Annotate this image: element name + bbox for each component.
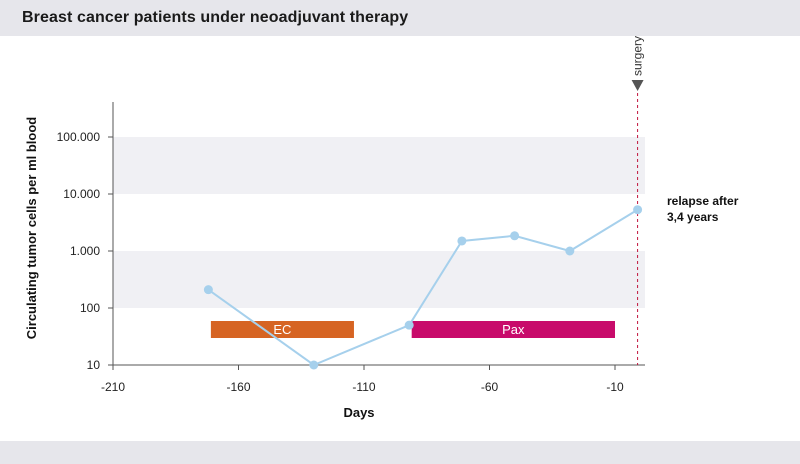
data-point <box>565 246 575 256</box>
surgery-marker-icon <box>631 80 644 91</box>
data-point <box>510 231 520 241</box>
y-tick-label: 10.000 <box>63 187 100 201</box>
data-point <box>309 360 319 370</box>
data-point <box>404 320 414 330</box>
relapse-annotation-line: relapse after <box>667 194 739 208</box>
surgery-label: surgery <box>631 36 645 76</box>
phase-label-pax: Pax <box>502 322 525 337</box>
plot-band <box>113 137 645 194</box>
relapse-annotation-line: 3,4 years <box>667 210 719 224</box>
x-tick-label: -110 <box>352 380 375 394</box>
chart-title: Breast cancer patients under neoadjuvant… <box>22 9 409 26</box>
phase-bar-pax <box>411 321 615 338</box>
plot-band <box>113 251 645 308</box>
x-tick-label: -10 <box>606 380 624 394</box>
x-tick-label: -160 <box>226 380 250 394</box>
x-tick-label: -60 <box>481 380 499 394</box>
x-tick-label: -210 <box>101 380 125 394</box>
phase-bar-ec <box>210 321 354 338</box>
y-tick-label: 10 <box>87 358 101 372</box>
chart-panel <box>0 36 800 441</box>
y-tick-label: 100 <box>80 301 100 315</box>
y-tick-label: 100.000 <box>57 130 101 144</box>
data-point <box>633 205 643 215</box>
y-axis-label: Circulating tumor cells per ml blood <box>24 117 39 340</box>
y-tick-label: 1.000 <box>70 244 100 258</box>
phase-label-ec: EC <box>273 322 291 337</box>
data-point <box>457 236 467 246</box>
x-axis-label: Days <box>343 405 374 420</box>
data-point <box>203 285 213 295</box>
